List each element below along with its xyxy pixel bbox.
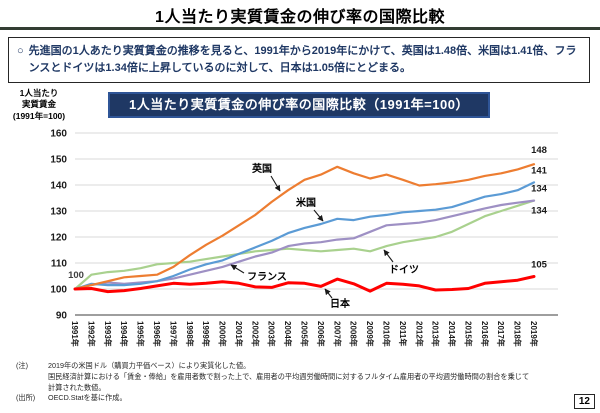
title-underline	[0, 27, 600, 30]
y-tick-label: 160	[50, 129, 67, 140]
note-indent	[16, 372, 48, 383]
page-title: 1人当たり実質賃金の伸び率の国際比較	[155, 9, 445, 26]
series-annotation-france: フランス	[247, 271, 287, 283]
x-tick-label: 2013年	[431, 321, 441, 347]
page-number: 12	[578, 396, 590, 407]
annotation-arrow-france	[230, 264, 245, 274]
chart-title-banner: 1人当たり実質賃金の伸び率の国際比較（1991年=100）	[108, 92, 490, 118]
x-tick-label: 1997年	[168, 321, 178, 347]
x-tick-label: 1995年	[136, 321, 146, 347]
note-row: (注) 2019年の米国ドル（購買力平価ベース）により実質化した値。	[16, 361, 572, 372]
y-tick-label: 150	[50, 155, 67, 166]
x-tick-label: 1994年	[119, 321, 129, 347]
end-value-label-germany: 134	[531, 206, 548, 217]
x-tick-label: 2018年	[513, 321, 523, 347]
x-tick-label: 2009年	[365, 321, 375, 347]
x-tick-label: 2008年	[349, 321, 359, 347]
note-label: (注)	[16, 361, 28, 370]
note-line: 国民経済計算における「賃金・俸給」を雇用者数で割った上で、雇用者の平均週労働時間…	[48, 371, 530, 381]
end-value-label-us: 141	[531, 165, 548, 176]
y-tick-label: 100	[50, 285, 67, 296]
y-axis-unit-line-3: (1991年=100)	[12, 110, 66, 121]
x-tick-label: 2014年	[447, 321, 457, 347]
y-tick-label: 120	[50, 233, 67, 244]
x-tick-label: 2015年	[463, 321, 473, 347]
y-tick-label: 130	[50, 207, 67, 218]
x-tick-label: 1991年	[70, 321, 80, 347]
source-row: (出所) OECD.Statを基に作成。	[16, 393, 572, 404]
x-tick-label: 2010年	[381, 321, 391, 347]
series-annotation-japan: 日本	[330, 297, 351, 310]
series-line-germany	[73, 199, 536, 291]
x-tick-label: 2007年	[332, 321, 342, 347]
source-text: OECD.Statを基に作成。	[48, 393, 127, 403]
end-value-label-uk: 148	[531, 145, 547, 156]
page-number-box: 12	[573, 394, 595, 409]
x-tick-label: 2000年	[218, 321, 228, 347]
end-value-label-japan: 105	[531, 260, 548, 271]
x-tick-label: 2002年	[250, 321, 260, 347]
x-tick-label: 2003年	[267, 321, 277, 347]
note-row: 計算された数値。	[16, 383, 572, 394]
x-tick-label: 1998年	[185, 321, 195, 347]
series-line-us	[73, 181, 536, 291]
note-line: 2019年の米国ドル（購買力平価ベース）により実質化した値。	[48, 361, 251, 370]
end-value-label-france: 134	[531, 184, 548, 195]
x-tick-label: 2011年	[398, 321, 408, 346]
y-axis-unit-line-1: 1人当たり	[19, 88, 59, 98]
series-line-uk	[73, 163, 536, 291]
series-annotation-us: 米国	[296, 196, 316, 209]
annotation-arrow-japan	[324, 288, 333, 299]
summary-bullet-icon: ○	[17, 45, 24, 57]
x-tick-label: 2005年	[300, 321, 310, 347]
summary-text: 先進国の1人あたり実質賃金の推移を見ると、1991年から2019年にかけて、英国…	[28, 45, 577, 74]
x-tick-label: 1992年	[86, 321, 96, 347]
annotation-arrow-germany	[383, 249, 394, 263]
x-tick-label: 1996年	[152, 321, 162, 347]
summary-box: ○ 先進国の1人あたり実質賃金の推移を見ると、1991年から2019年にかけて、…	[8, 37, 590, 83]
annotation-arrow-uk	[270, 175, 281, 192]
y-axis-unit-line-2: 実質賃金	[21, 99, 56, 110]
series-line-japan	[73, 275, 536, 294]
note-line: 計算された数値。	[48, 382, 106, 392]
annotation-arrow-us	[313, 209, 324, 222]
x-tick-label: 1993年	[103, 321, 113, 347]
series-annotation-germany: ドイツ	[389, 264, 419, 276]
y-axis-unit-label: 1人当たり 実質賃金 (1991年=100)	[4, 88, 74, 122]
footnotes: (注) 2019年の米国ドル（購買力平価ベース）により実質化した値。 国民経済計…	[16, 361, 572, 404]
note-indent	[16, 383, 48, 394]
y-tick-label: 110	[51, 259, 68, 270]
x-tick-label: 1999年	[201, 321, 211, 347]
x-tick-label: 2006年	[316, 321, 326, 347]
x-tick-label: 2012年	[414, 321, 424, 347]
x-tick-label: 2016年	[480, 321, 490, 347]
note-row: 国民経済計算における「賃金・俸給」を雇用者数で割った上で、雇用者の平均週労働時間…	[16, 372, 572, 383]
y-tick-label: 140	[50, 181, 67, 192]
source-label: (出所)	[16, 393, 36, 403]
x-tick-label: 2004年	[283, 321, 293, 347]
x-tick-label: 2019年	[529, 321, 539, 347]
x-tick-label: 2017年	[496, 321, 506, 347]
series-annotation-uk: 英国	[251, 162, 272, 175]
x-tick-label: 2001年	[234, 321, 244, 347]
start-value-label: 100	[68, 270, 84, 281]
y-tick-label: 90	[56, 311, 68, 322]
